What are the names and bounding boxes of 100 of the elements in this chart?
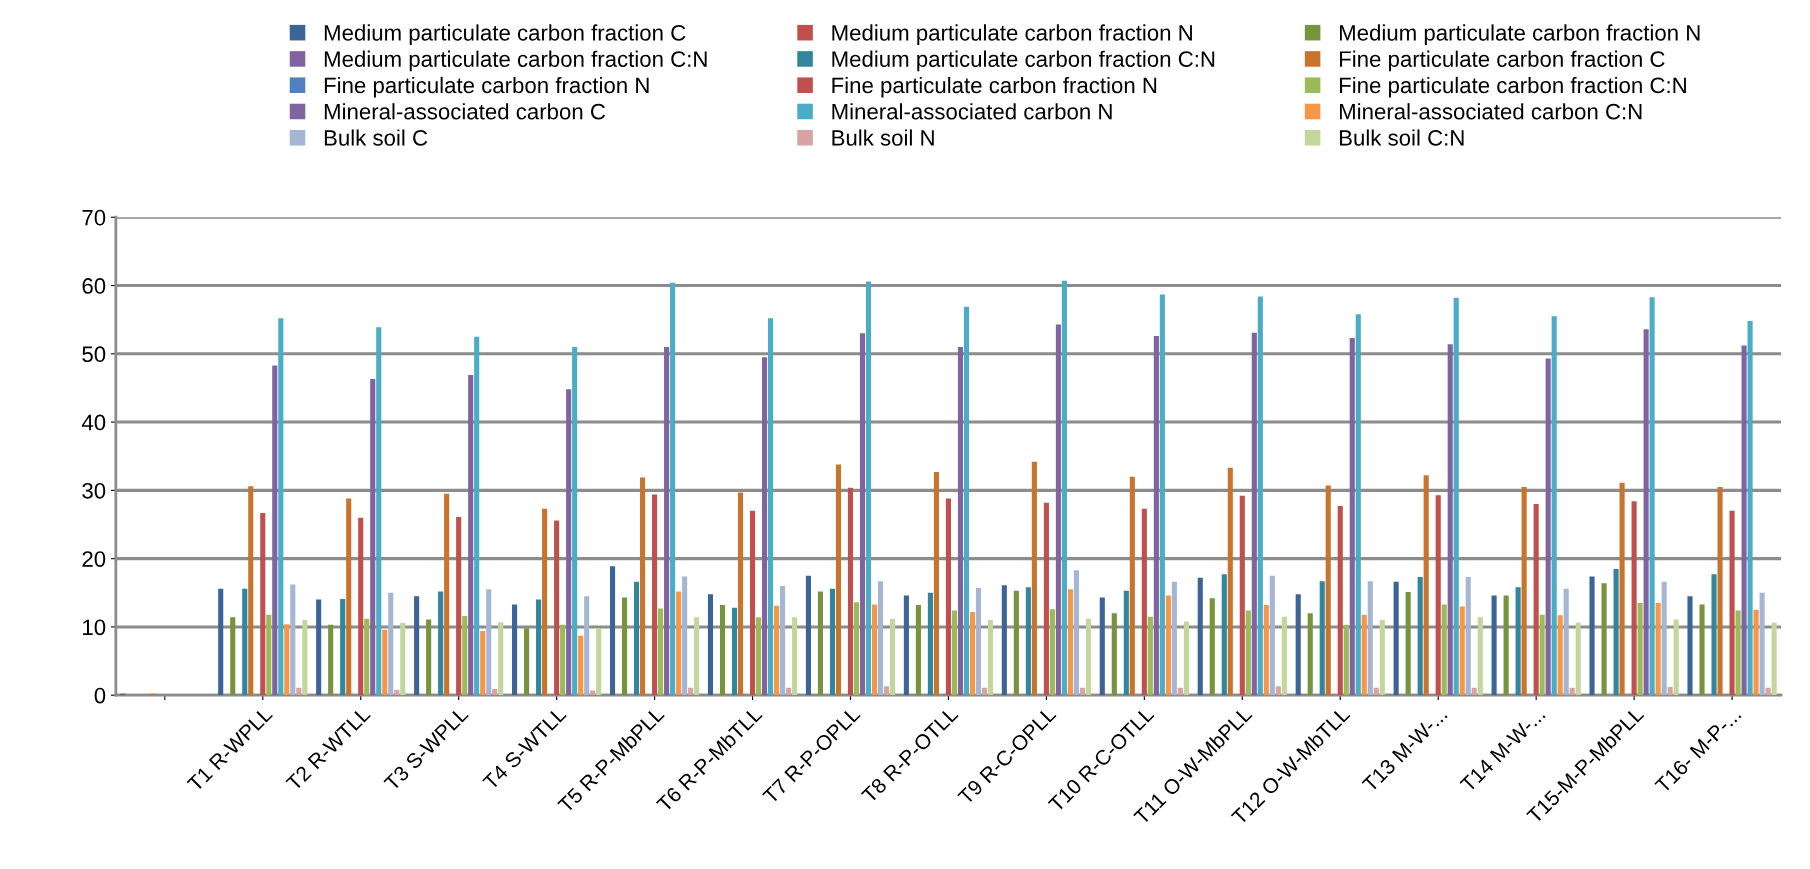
bar xyxy=(1589,576,1595,696)
bar xyxy=(915,605,921,696)
bar xyxy=(1465,577,1471,696)
bar xyxy=(376,327,382,696)
bar xyxy=(1503,595,1509,696)
bar xyxy=(1177,687,1183,696)
bar xyxy=(1049,609,1055,696)
bar xyxy=(1073,570,1079,696)
bar xyxy=(1227,467,1233,696)
bar xyxy=(1025,587,1031,696)
bar xyxy=(670,282,676,696)
y-tick-label: 0 xyxy=(94,687,106,704)
bar xyxy=(1551,316,1557,696)
y-tick-label: 20 xyxy=(82,551,106,567)
bar xyxy=(1521,486,1527,696)
bar xyxy=(682,576,688,696)
bar xyxy=(792,617,798,696)
bar xyxy=(1477,617,1483,696)
bar xyxy=(774,605,780,696)
bar xyxy=(1667,687,1673,696)
bar xyxy=(963,306,970,696)
y-tick-label: 40 xyxy=(81,414,106,431)
bar xyxy=(1067,589,1073,696)
bar xyxy=(536,599,542,696)
bar xyxy=(865,281,872,696)
bar xyxy=(1307,613,1313,696)
bar xyxy=(1643,329,1649,696)
bar xyxy=(328,624,334,696)
bar xyxy=(486,589,492,696)
bar xyxy=(1699,604,1705,696)
bar xyxy=(1085,618,1091,696)
bar xyxy=(1661,581,1667,696)
bar xyxy=(1079,687,1085,696)
bar xyxy=(456,516,462,696)
bar xyxy=(302,620,308,696)
bar xyxy=(1355,314,1361,696)
bar xyxy=(1563,588,1569,696)
bar xyxy=(1367,581,1373,696)
bar xyxy=(762,357,768,696)
bar xyxy=(438,591,444,696)
bar xyxy=(1539,614,1545,696)
bar xyxy=(658,608,664,696)
bar xyxy=(1687,596,1693,696)
bar xyxy=(621,597,628,696)
bar xyxy=(248,486,254,696)
bar xyxy=(554,520,560,696)
bar xyxy=(512,604,518,696)
bar xyxy=(370,379,376,696)
bar xyxy=(634,581,640,696)
bar xyxy=(444,493,450,696)
bar xyxy=(1545,358,1551,696)
bar xyxy=(1031,461,1037,696)
legend-label: Medium particulate carbon fraction C:N xyxy=(324,50,707,72)
bar xyxy=(1319,581,1325,696)
bar xyxy=(1183,621,1189,696)
bar xyxy=(1619,482,1625,696)
bar xyxy=(786,687,792,696)
y-tick-label: 30 xyxy=(82,482,106,499)
bar xyxy=(364,618,370,696)
bar xyxy=(388,592,394,696)
bar xyxy=(1281,616,1287,696)
bar xyxy=(1197,577,1203,696)
bar xyxy=(1061,280,1067,696)
bar xyxy=(749,510,756,696)
y-tick-label: 70 xyxy=(82,209,106,226)
legend-label: Mineral-associated carbon C:N xyxy=(1339,103,1642,120)
legend-label: Mineral-associated carbon N xyxy=(832,103,1112,120)
bar xyxy=(1221,574,1227,696)
bar xyxy=(1013,590,1019,696)
bar xyxy=(1771,622,1777,696)
bar xyxy=(903,595,909,696)
bar xyxy=(768,318,774,696)
bar xyxy=(676,591,682,696)
bar xyxy=(1747,321,1753,696)
bar xyxy=(1631,501,1637,696)
bar xyxy=(1435,495,1441,696)
bar xyxy=(1613,568,1619,696)
y-tick-label: 50 xyxy=(82,346,106,363)
bar xyxy=(1729,510,1735,696)
bar xyxy=(877,581,884,696)
bar xyxy=(498,622,504,696)
bar xyxy=(284,624,290,696)
bar xyxy=(1129,476,1135,696)
bar xyxy=(1111,613,1117,696)
bar xyxy=(474,336,480,696)
bar xyxy=(218,588,224,696)
bar xyxy=(1735,610,1741,696)
bar xyxy=(1239,495,1245,696)
bar xyxy=(889,618,896,696)
legend-label: Fine particulate carbon fraction C xyxy=(1339,50,1665,72)
bar xyxy=(1423,475,1429,696)
bar xyxy=(1361,614,1367,696)
bar xyxy=(975,588,982,696)
bar xyxy=(981,687,988,696)
bar xyxy=(1637,603,1643,696)
bar xyxy=(1459,606,1465,696)
bar xyxy=(316,599,322,696)
bar xyxy=(462,616,468,696)
bar xyxy=(1569,687,1575,696)
bar xyxy=(951,610,957,696)
